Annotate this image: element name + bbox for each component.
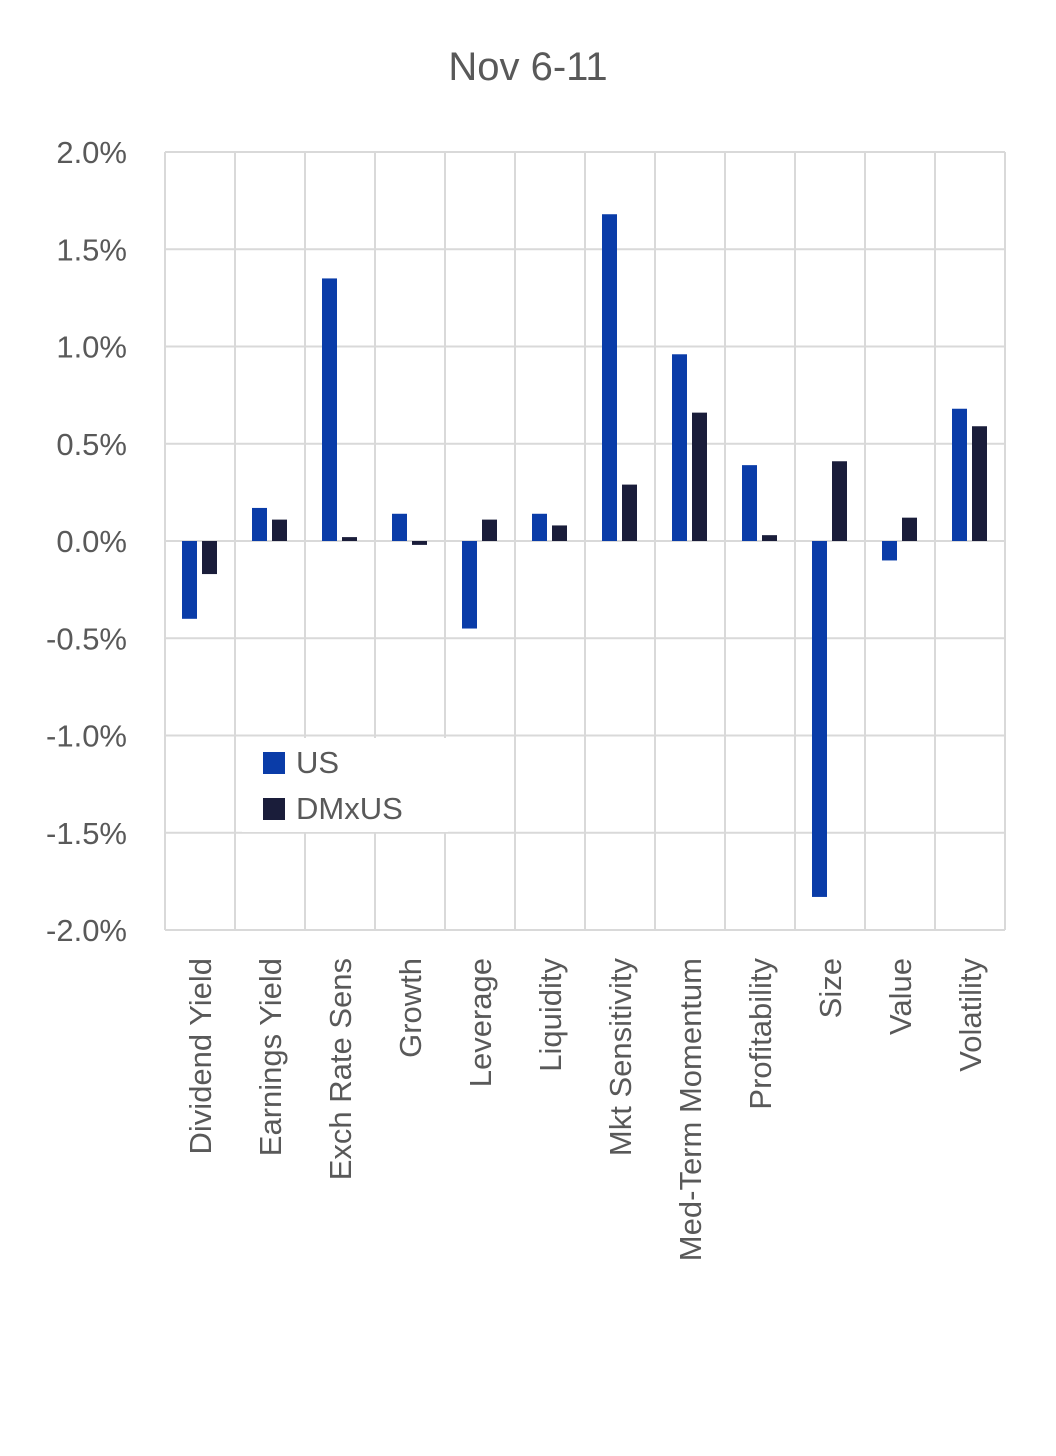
y-tick-label: 0.0% — [56, 524, 127, 559]
legend: US DMxUS — [242, 738, 448, 832]
bar-us-growth — [392, 513, 407, 541]
legend-swatch-us — [263, 752, 285, 774]
bar-us-dividend-yield — [182, 541, 197, 619]
bar-us-mkt-sensitivity — [602, 214, 617, 542]
y-tick-label: -1.5% — [46, 816, 127, 851]
x-axis-tick-labels: Dividend Yield Earnings Yield Exch Rate Se… — [183, 958, 988, 1262]
x-tick-label: Exch Rate Sens — [323, 958, 358, 1180]
x-tick-label: Mkt Sensitivity — [603, 958, 638, 1157]
x-tick-label: Dividend Yield — [183, 958, 218, 1154]
y-axis-tick-labels: 2.0% 1.5% 1.0% 0.5% 0.0% -0.5% -1.0% -1.5% -2.0% — [46, 135, 127, 948]
bar-us-med-term-momentum — [672, 354, 687, 541]
bar-us-profitability — [742, 465, 757, 541]
bar-dmxus-dividend-yield — [202, 541, 217, 575]
bar-us-size — [812, 541, 827, 897]
bar-dmxus-growth — [412, 541, 427, 545]
bar-us-earnings-yield — [252, 507, 267, 541]
bar-us-liquidity — [532, 513, 547, 541]
bar-dmxus-exch-rate-sens — [342, 537, 357, 541]
bar-dmxus-med-term-momentum — [692, 412, 707, 541]
bar-dmxus-leverage — [482, 519, 497, 541]
x-tick-label: Leverage — [463, 958, 498, 1087]
legend-label-us: US — [296, 745, 339, 780]
x-tick-label: Profitability — [743, 958, 778, 1110]
x-tick-label: Value — [883, 958, 918, 1035]
bar-dmxus-profitability — [762, 535, 777, 541]
bar-dmxus-size — [832, 461, 847, 541]
y-tick-label: -2.0% — [46, 913, 127, 948]
bar-us-value — [882, 541, 897, 561]
y-tick-label: 2.0% — [56, 135, 127, 170]
bar-dmxus-mkt-sensitivity — [622, 484, 637, 541]
x-tick-label: Volatility — [953, 958, 988, 1072]
bar-dmxus-volatility — [972, 426, 987, 541]
bar-dmxus-earnings-yield — [272, 519, 287, 541]
bar-us-volatility — [952, 408, 967, 541]
y-tick-label: 1.0% — [56, 330, 127, 365]
x-tick-label: Growth — [393, 958, 428, 1058]
bar-dmxus-value — [902, 517, 917, 541]
y-tick-label: 0.5% — [56, 427, 127, 462]
bar-us-leverage — [462, 541, 477, 629]
x-tick-label: Size — [813, 958, 848, 1018]
legend-label-dmxus: DMxUS — [296, 791, 403, 826]
y-tick-label: -0.5% — [46, 621, 127, 656]
x-tick-label: Liquidity — [533, 958, 568, 1072]
legend-swatch-dmxus — [263, 798, 285, 820]
y-tick-label: 1.5% — [56, 232, 127, 267]
x-tick-label: Med-Term Momentum — [673, 958, 708, 1261]
y-tick-label: -1.0% — [46, 719, 127, 754]
bar-dmxus-liquidity — [552, 525, 567, 541]
bars — [182, 214, 987, 897]
x-tick-label: Earnings Yield — [253, 958, 288, 1156]
bar-us-exch-rate-sens — [322, 278, 337, 541]
chart-title: Nov 6-11 — [448, 45, 607, 89]
